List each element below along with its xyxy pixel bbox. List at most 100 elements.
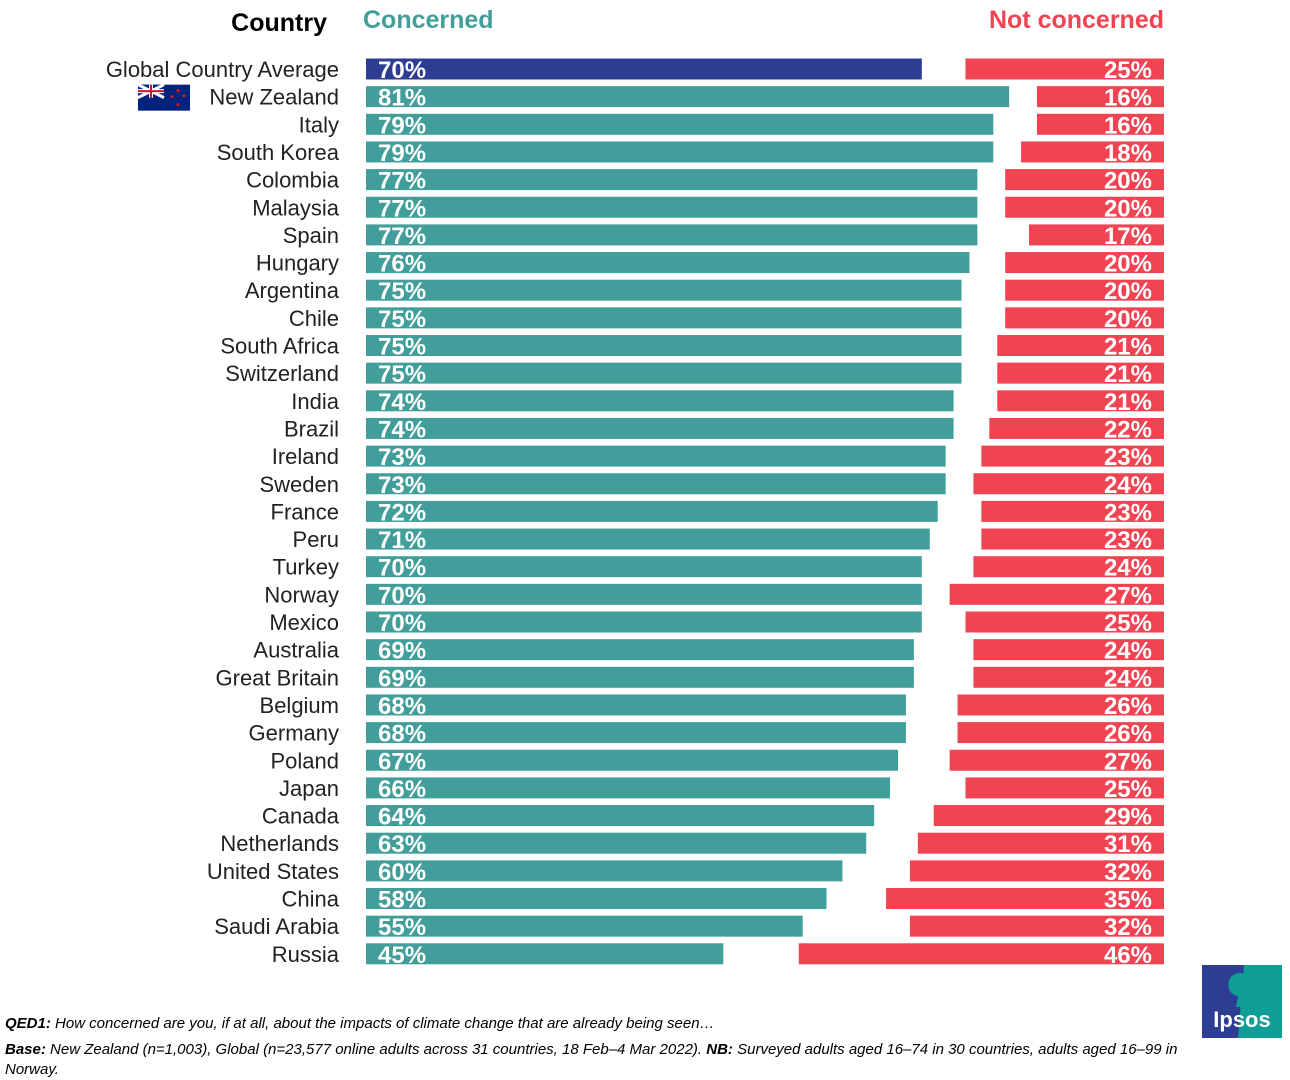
- value-label-concerned: 45%: [378, 942, 426, 969]
- bar-concerned: [366, 556, 922, 578]
- bar-not-concerned: [1005, 169, 1164, 191]
- value-label-concerned: 75%: [378, 334, 426, 361]
- bar-concerned: [366, 943, 724, 965]
- bar-concerned: [366, 113, 994, 135]
- category-label: Poland: [270, 748, 339, 773]
- bar-not-concerned: [997, 335, 1164, 356]
- value-label-concerned: 60%: [378, 859, 426, 886]
- bar-not-concerned: [973, 666, 1164, 688]
- value-label-not-concerned: 25%: [1104, 57, 1152, 84]
- value-label-not-concerned: 27%: [1104, 582, 1152, 609]
- value-label-not-concerned: 20%: [1104, 168, 1152, 195]
- category-label: Saudi Arabia: [214, 914, 340, 939]
- bar-concerned: [366, 473, 946, 495]
- value-label-not-concerned: 21%: [1104, 389, 1152, 416]
- svg-text:Ipsos: Ipsos: [1213, 1007, 1270, 1032]
- bar-concerned: [366, 915, 803, 937]
- value-label-concerned: 68%: [378, 721, 426, 748]
- category-label: Argentina: [245, 278, 340, 303]
- bar-not-concerned: [981, 445, 1164, 467]
- header-country: Country: [231, 9, 327, 37]
- value-label-concerned: 75%: [378, 361, 426, 388]
- value-label-not-concerned: 18%: [1104, 140, 1152, 167]
- category-label: Norway: [264, 582, 339, 607]
- value-label-not-concerned: 24%: [1104, 472, 1152, 499]
- category-label: India: [291, 389, 339, 414]
- bar-not-concerned: [1005, 252, 1164, 274]
- value-label-concerned: 63%: [378, 831, 426, 858]
- category-label: New Zealand: [209, 85, 339, 110]
- bar-concerned: [366, 141, 994, 163]
- category-label: Ireland: [272, 444, 339, 469]
- value-label-not-concerned: 25%: [1104, 610, 1152, 637]
- category-label: Great Britain: [216, 665, 340, 690]
- bar-concerned: [366, 888, 827, 909]
- value-label-concerned: 73%: [378, 444, 426, 471]
- bar-not-concerned: [1005, 196, 1164, 218]
- value-label-concerned: 68%: [378, 693, 426, 720]
- bar-not-concerned: [1021, 141, 1164, 163]
- value-label-not-concerned: 21%: [1104, 361, 1152, 388]
- bar-concerned: [366, 252, 970, 274]
- value-label-not-concerned: 26%: [1104, 721, 1152, 748]
- bar-concerned: [366, 58, 922, 80]
- bar-not-concerned: [949, 749, 1164, 771]
- value-label-concerned: 77%: [378, 195, 426, 222]
- bar-not-concerned: [965, 777, 1164, 799]
- bar-not-concerned: [973, 473, 1164, 495]
- bar-not-concerned: [1036, 86, 1164, 108]
- category-label: Peru: [293, 527, 339, 552]
- bar-concerned: [366, 777, 891, 799]
- category-label: Russia: [272, 942, 340, 967]
- legend-not-concerned: Not concerned: [989, 6, 1164, 34]
- value-label-not-concerned: 16%: [1104, 85, 1152, 112]
- bar-concerned: [366, 749, 898, 771]
- bar-not-concerned: [957, 694, 1164, 716]
- bar-concerned: [366, 390, 954, 412]
- value-label-concerned: 73%: [378, 472, 426, 499]
- bar-concerned: [366, 307, 962, 329]
- value-label-not-concerned: 21%: [1104, 334, 1152, 361]
- value-label-not-concerned: 35%: [1104, 887, 1152, 914]
- value-label-concerned: 66%: [378, 776, 426, 803]
- value-label-not-concerned: 17%: [1104, 223, 1152, 250]
- category-label: Global Country Average: [106, 57, 339, 82]
- bar-not-concerned: [981, 528, 1164, 550]
- category-label: Switzerland: [225, 361, 339, 386]
- category-label: Australia: [253, 638, 339, 663]
- bar-concerned: [366, 86, 1010, 108]
- bar-concerned: [366, 335, 962, 356]
- value-label-not-concerned: 23%: [1104, 499, 1152, 526]
- category-label: Netherlands: [220, 831, 339, 856]
- value-label-not-concerned: 20%: [1104, 195, 1152, 222]
- category-label: France: [271, 499, 339, 524]
- value-label-not-concerned: 20%: [1104, 251, 1152, 278]
- category-label: Spain: [283, 223, 339, 248]
- category-label: Brazil: [284, 416, 339, 441]
- bar-not-concerned: [965, 58, 1164, 80]
- value-label-concerned: 70%: [378, 555, 426, 582]
- bar-concerned: [366, 666, 914, 688]
- value-label-concerned: 79%: [378, 140, 426, 167]
- value-label-not-concerned: 24%: [1104, 638, 1152, 665]
- bar-concerned: [366, 169, 978, 191]
- category-label: Colombia: [246, 168, 340, 193]
- bar-not-concerned: [886, 888, 1164, 909]
- ipsos-logo: Ipsos: [1202, 965, 1282, 1038]
- bar-not-concerned: [957, 722, 1164, 744]
- bar-not-concerned: [965, 611, 1164, 633]
- value-label-concerned: 74%: [378, 416, 426, 443]
- value-label-concerned: 69%: [378, 638, 426, 665]
- value-label-concerned: 77%: [378, 168, 426, 195]
- category-label: Turkey: [273, 555, 339, 580]
- bar-not-concerned: [973, 639, 1164, 661]
- value-label-concerned: 81%: [378, 85, 426, 112]
- category-label: Sweden: [259, 472, 339, 497]
- value-label-not-concerned: 24%: [1104, 665, 1152, 692]
- bar-not-concerned: [798, 943, 1164, 965]
- bar-concerned: [366, 583, 922, 605]
- bar-not-concerned: [933, 805, 1164, 827]
- bar-not-concerned: [1005, 307, 1164, 329]
- value-label-concerned: 79%: [378, 112, 426, 139]
- value-label-concerned: 75%: [378, 278, 426, 305]
